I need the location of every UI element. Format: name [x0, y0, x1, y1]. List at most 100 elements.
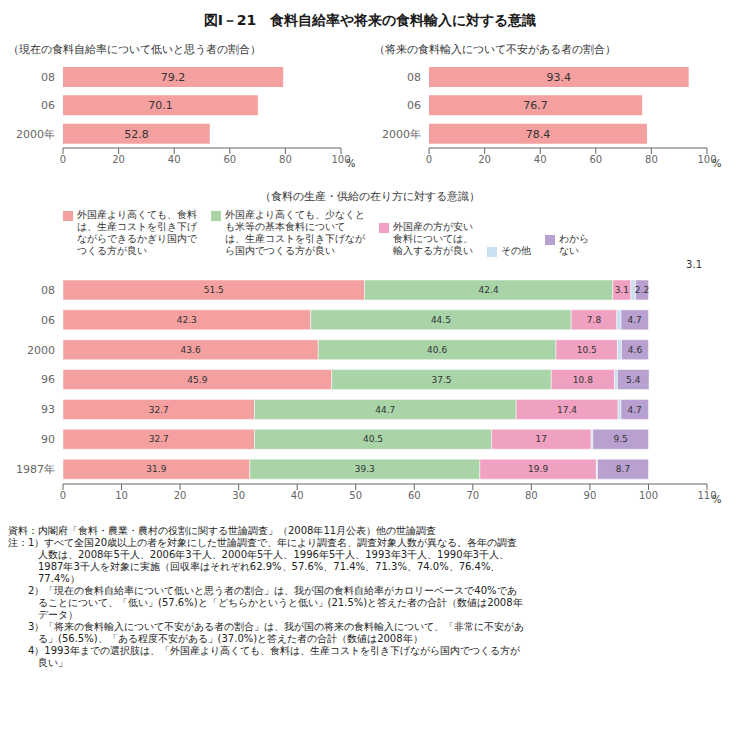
html-text:は、生産コストを引き下げなが: は、生産コストを引き下げなが — [225, 233, 365, 244]
svg-text:40.5: 40.5 — [363, 434, 383, 444]
html-text:人数は、2008年5千人、2006年3千人、2000年5千人: 人数は、2008年5千人、2006年3千人、2000年5千人、1996年5千人、… — [8, 549, 509, 560]
html-text:（食料の生産・供給の在り方に対する意識）: （食料の生産・供給の在り方に対する意識） — [260, 190, 480, 203]
svg-text:30: 30 — [232, 490, 245, 501]
svg-text:0: 0 — [60, 154, 66, 165]
svg-text:70: 70 — [466, 490, 479, 501]
svg-text:20: 20 — [478, 154, 491, 165]
html-text:1987年3千人を対象に実施（回収率はそれぞれ62.9%、5: 1987年3千人を対象に実施（回収率はそれぞれ62.9%、57.6%、71.4%… — [8, 561, 501, 572]
svg-text:%: % — [346, 158, 356, 169]
html-text:その他: その他 — [501, 245, 531, 256]
svg-text:06: 06 — [41, 314, 55, 327]
html-text:外国産より高くても、少なくと: 外国産より高くても、少なくと — [225, 209, 365, 220]
svg-text:100: 100 — [331, 154, 351, 166]
svg-text:4.6: 4.6 — [628, 345, 643, 355]
svg-text:9.5: 9.5 — [613, 434, 627, 444]
svg-text:08: 08 — [41, 284, 55, 297]
svg-text:90: 90 — [584, 490, 597, 501]
svg-text:70.1: 70.1 — [148, 99, 173, 112]
html-text:わから: わから — [559, 233, 589, 244]
svg-text:32.7: 32.7 — [149, 434, 169, 444]
svg-text:43.6: 43.6 — [181, 345, 201, 355]
svg-text:76.7: 76.7 — [523, 99, 548, 112]
html-text:ながらできるかぎり国内で: ながらできるかぎり国内で — [77, 233, 197, 244]
html-text:（将来の食料輸入について不安がある者の割合）: （将来の食料輸入について不安がある者の割合） — [374, 43, 616, 56]
svg-text:44.5: 44.5 — [431, 315, 451, 325]
svg-text:2000年: 2000年 — [382, 128, 421, 141]
svg-text:37.5: 37.5 — [431, 375, 451, 385]
svg-text:17: 17 — [536, 434, 547, 444]
html-text:外国産より高くても、食料: 外国産より高くても、食料 — [77, 209, 197, 220]
svg-text:1987年: 1987年 — [16, 463, 55, 476]
svg-text:7.8: 7.8 — [587, 315, 602, 325]
svg-text:08: 08 — [407, 71, 421, 84]
svg-text:79.2: 79.2 — [161, 71, 186, 84]
svg-text:42.4: 42.4 — [479, 285, 499, 295]
svg-text:2.2: 2.2 — [635, 285, 649, 295]
svg-text:2000: 2000 — [27, 344, 55, 357]
svg-text:42.3: 42.3 — [177, 315, 197, 325]
svg-text:40: 40 — [168, 154, 181, 165]
html-text:ら国内でつくる方が良い: ら国内でつくる方が良い — [225, 245, 335, 256]
svg-text:20: 20 — [174, 490, 187, 501]
html-text:注：1）すべて全国20歳以上の者を対象にした世論調査で、年に: 注：1）すべて全国20歳以上の者を対象にした世論調査で、年により調査名、調査対象… — [8, 537, 518, 548]
svg-text:20: 20 — [112, 154, 125, 165]
html-text:3.1: 3.1 — [686, 259, 702, 270]
svg-text:93.4: 93.4 — [547, 71, 572, 84]
svg-text:51.5: 51.5 — [204, 285, 224, 295]
svg-text:100: 100 — [639, 490, 658, 501]
svg-text:%: % — [712, 494, 722, 505]
html-text:ることについて、「低い」(57.6%)と「どちらかというと低: ることについて、「低い」(57.6%)と「どちらかというと低い」(21.5%)と… — [8, 597, 523, 608]
svg-text:08: 08 — [41, 71, 55, 84]
svg-text:10.8: 10.8 — [573, 375, 593, 385]
html-text:食料については、: 食料については、 — [393, 233, 473, 244]
svg-text:0: 0 — [426, 154, 432, 165]
html-text:2）「現在の食料自給率について低いと思う者の割合」は、我が国: 2）「現在の食料自給率について低いと思う者の割合」は、我が国の食料自給率がカロリ… — [8, 585, 517, 596]
html-text:は、生産コストを引き下げ: は、生産コストを引き下げ — [77, 221, 197, 232]
svg-text:2000年: 2000年 — [16, 128, 55, 141]
svg-text:80: 80 — [279, 154, 292, 165]
svg-text:96: 96 — [41, 373, 55, 386]
svg-text:100: 100 — [697, 154, 717, 166]
svg-text:110: 110 — [697, 490, 717, 502]
svg-text:78.4: 78.4 — [526, 128, 551, 141]
svg-text:32.7: 32.7 — [149, 405, 169, 415]
html-text:も米等の基本食料について: も米等の基本食料について — [225, 221, 345, 232]
html-text:資料：内閣府「食料・農業・農村の役割に関する世論調査」（20: 資料：内閣府「食料・農業・農村の役割に関する世論調査」（2008年11月公表）他… — [8, 525, 437, 536]
html-text:図Ⅰ－21 食料自給率や将来の食料輸入に対する意識: 図Ⅰ－21 食料自給率や将来の食料輸入に対する意識 — [203, 12, 537, 28]
svg-text:4.7: 4.7 — [628, 405, 642, 415]
svg-text:60: 60 — [589, 154, 602, 165]
svg-text:8.7: 8.7 — [616, 464, 630, 474]
html-text:ない: ない — [559, 245, 579, 256]
svg-text:4.7: 4.7 — [628, 315, 642, 325]
svg-text:40: 40 — [291, 490, 304, 501]
svg-text:80: 80 — [645, 154, 658, 165]
svg-text:10: 10 — [115, 490, 128, 501]
html-text:77.4%）: 77.4%） — [8, 573, 80, 584]
svg-text:3.1: 3.1 — [615, 285, 629, 295]
svg-text:80: 80 — [525, 490, 538, 501]
svg-text:50: 50 — [349, 490, 362, 501]
html-text:輸入する方が良い: 輸入する方が良い — [393, 245, 473, 256]
svg-text:06: 06 — [41, 99, 55, 112]
svg-text:44.7: 44.7 — [375, 405, 395, 415]
svg-text:31.9: 31.9 — [146, 464, 166, 474]
svg-text:06: 06 — [407, 99, 421, 112]
html-text:外国産の方が安い: 外国産の方が安い — [393, 221, 473, 232]
svg-text:45.9: 45.9 — [187, 375, 207, 385]
svg-text:%: % — [712, 158, 722, 169]
svg-text:40: 40 — [534, 154, 547, 165]
html-text:つくる方が良い: つくる方が良い — [77, 245, 147, 256]
svg-text:52.8: 52.8 — [124, 128, 149, 141]
svg-text:5.4: 5.4 — [626, 375, 641, 385]
svg-text:39.3: 39.3 — [355, 464, 375, 474]
svg-text:17.4: 17.4 — [557, 405, 577, 415]
html-text:（現在の食料自給率について低いと思う者の割合）: （現在の食料自給率について低いと思う者の割合） — [8, 43, 261, 56]
svg-text:90: 90 — [41, 433, 55, 446]
svg-text:10.5: 10.5 — [577, 345, 597, 355]
svg-text:93: 93 — [41, 403, 55, 416]
svg-text:60: 60 — [408, 490, 421, 501]
svg-text:19.9: 19.9 — [528, 464, 548, 474]
svg-text:40.6: 40.6 — [427, 345, 447, 355]
svg-text:60: 60 — [223, 154, 236, 165]
svg-text:0: 0 — [60, 490, 66, 501]
